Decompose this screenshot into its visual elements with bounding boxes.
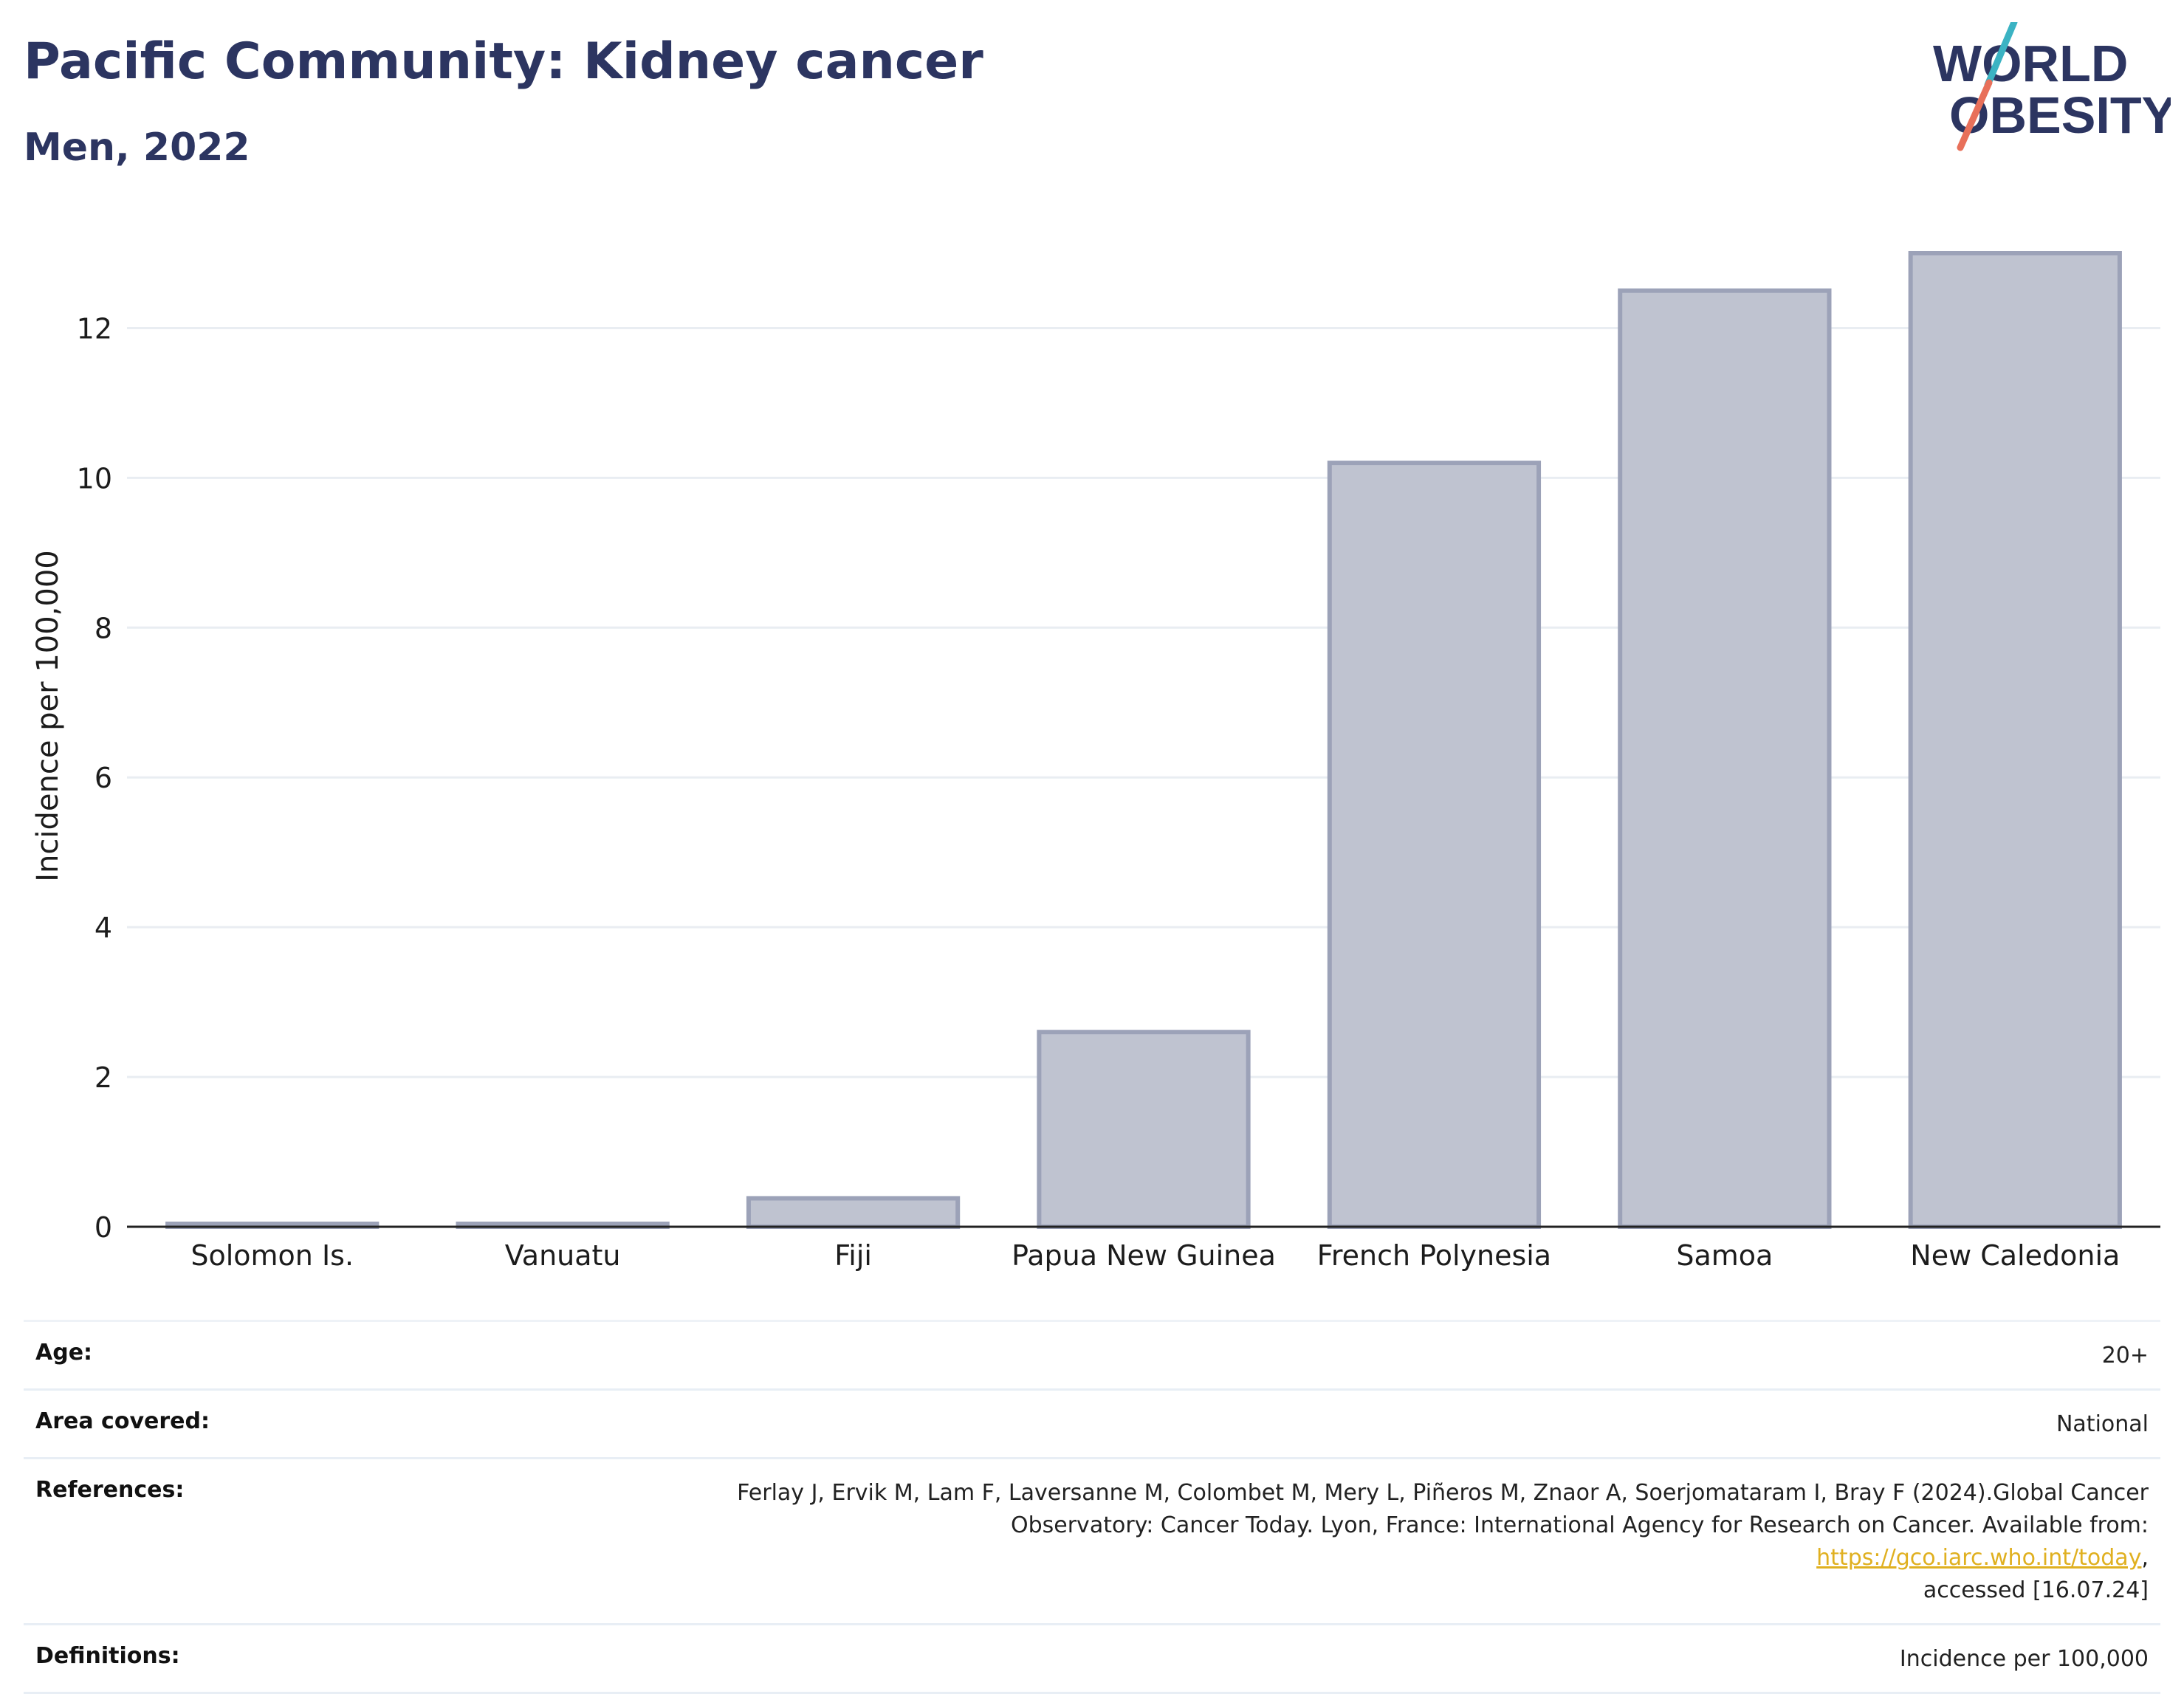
bar-new-caledonia — [1908, 251, 2122, 1229]
references-line2-suffix: , — [2141, 1545, 2149, 1571]
x-tick-label: New Caledonia — [1910, 1239, 2120, 1272]
x-tick-label: French Polynesia — [1317, 1239, 1551, 1272]
references-line2-prefix: Observatory: Cancer Today. Lyon, France:… — [1010, 1512, 2149, 1538]
info-row-age: Age: 20+ — [24, 1322, 2160, 1391]
logo-slash-bottom — [1957, 79, 1993, 151]
y-tick-label: 8 — [95, 612, 112, 644]
info-row-references: References: Ferlay J, Ervik M, Lam F, La… — [24, 1459, 2160, 1625]
x-tick-label: Samoa — [1676, 1239, 1773, 1272]
bars — [165, 251, 2122, 1230]
x-tick-label: Papua New Guinea — [1012, 1239, 1276, 1272]
logo-text-world: WORLD — [1933, 35, 2128, 92]
references-value: Ferlay J, Ervik M, Lam F, Laversanne M, … — [672, 1477, 2149, 1607]
y-tick-label: 12 — [77, 312, 112, 345]
y-axis-label: Incidence per 100,000 — [31, 550, 65, 882]
references-line1: Ferlay J, Ervik M, Lam F, Laversanne M, … — [737, 1480, 2149, 1506]
definitions-value: Incidence per 100,000 — [1899, 1646, 2149, 1672]
bar-samoa — [1618, 288, 1832, 1230]
area-label: Area covered: — [35, 1408, 210, 1434]
y-tick-label: 0 — [95, 1211, 112, 1244]
y-tick-label: 6 — [95, 762, 112, 794]
area-value: National — [2056, 1411, 2149, 1437]
world-obesity-logo: WORLD OBESITY — [1933, 22, 2171, 151]
age-label: Age: — [35, 1340, 93, 1366]
references-line3: accessed [16.07.24] — [1923, 1577, 2149, 1603]
definitions-label: Definitions: — [35, 1643, 180, 1669]
info-row-area: Area covered: National — [24, 1391, 2160, 1459]
info-row-definitions: Definitions: Incidence per 100,000 — [24, 1625, 2160, 1694]
gridlines — [127, 326, 2160, 1078]
bar-chart: 0 2 4 6 8 10 12 Solomon Is. Vanuatu Fiji Papua New… — [31, 251, 2160, 1272]
y-tick-label: 4 — [95, 912, 112, 944]
info-table: Age: 20+ Area covered: National Referenc… — [24, 1320, 2160, 1694]
bar-fiji — [746, 1196, 961, 1229]
x-tick-label: Solomon Is. — [190, 1239, 354, 1272]
page-subtitle: Men, 2022 — [24, 125, 250, 170]
y-tick-label: 10 — [77, 462, 112, 495]
references-link[interactable]: https://gco.iarc.who.int/today — [1816, 1545, 2142, 1571]
age-value: 20+ — [2101, 1343, 2149, 1368]
logo-slash-top — [1984, 22, 2018, 89]
axes: 0 2 4 6 8 10 12 Solomon Is. Vanuatu Fiji Papua New… — [77, 312, 2160, 1272]
x-tick-label: Vanuatu — [505, 1239, 621, 1272]
page-title: Pacific Community: Kidney cancer — [24, 32, 983, 91]
bar-papua-new-guinea — [1037, 1030, 1251, 1229]
references-label: References: — [35, 1477, 185, 1503]
x-tick-label: Fiji — [834, 1239, 872, 1272]
bar-french-polynesia — [1327, 461, 1542, 1229]
y-tick-label: 2 — [95, 1061, 112, 1094]
